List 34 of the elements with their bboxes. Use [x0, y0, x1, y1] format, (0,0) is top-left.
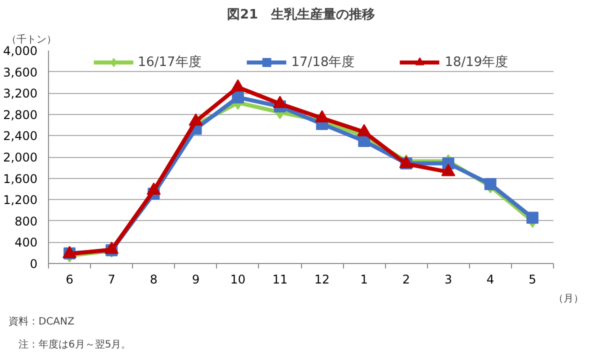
y-axis-title: （千トン） — [6, 34, 56, 46]
y-tick-label: 3,200 — [3, 86, 38, 101]
x-axis-title: （月） — [554, 294, 584, 304]
x-tick-label: 2 — [402, 272, 410, 286]
legend-label: 18/19年度 — [444, 54, 508, 71]
y-tick-label: 1,600 — [3, 172, 38, 186]
point — [232, 91, 244, 104]
y-tick-label: 2,800 — [3, 108, 38, 122]
y-tick-label: 4,000 — [3, 44, 38, 58]
x-tick-label: 5 — [528, 272, 536, 286]
x-tick-label: 3 — [444, 272, 452, 286]
y-tick-label: 0 — [30, 257, 38, 271]
chart-title: 図21 生乳生産量の推移 — [226, 6, 376, 22]
x-tick-label: 9 — [192, 272, 200, 286]
y-tick-label: 400 — [14, 236, 38, 250]
y-tick-label: 2,000 — [3, 150, 38, 164]
y-tick-label: 2,400 — [3, 129, 38, 144]
x-tick-label: 10 — [230, 272, 246, 286]
x-tick-label: 4 — [486, 272, 494, 286]
x-tick-label: 7 — [108, 272, 116, 286]
point — [526, 212, 538, 224]
legend-label: 16/17年度 — [138, 54, 202, 71]
y-tick-label: 3,600 — [3, 65, 38, 80]
y-tick-label: 800 — [14, 214, 38, 228]
y-tick-label: 1,200 — [3, 193, 38, 208]
x-tick-label: 8 — [150, 272, 158, 286]
x-tick-label: 6 — [66, 272, 74, 286]
text: 資料：DCANZ — [8, 316, 75, 328]
x-tick-label: 12 — [314, 272, 330, 286]
x-tick-label: 1 — [360, 272, 368, 286]
x-tick-label: 11 — [272, 272, 288, 286]
legend-label: 17/18年度 — [291, 54, 355, 71]
text: 注：年度は6月～翌5月。 — [8, 338, 132, 350]
point — [484, 178, 496, 190]
